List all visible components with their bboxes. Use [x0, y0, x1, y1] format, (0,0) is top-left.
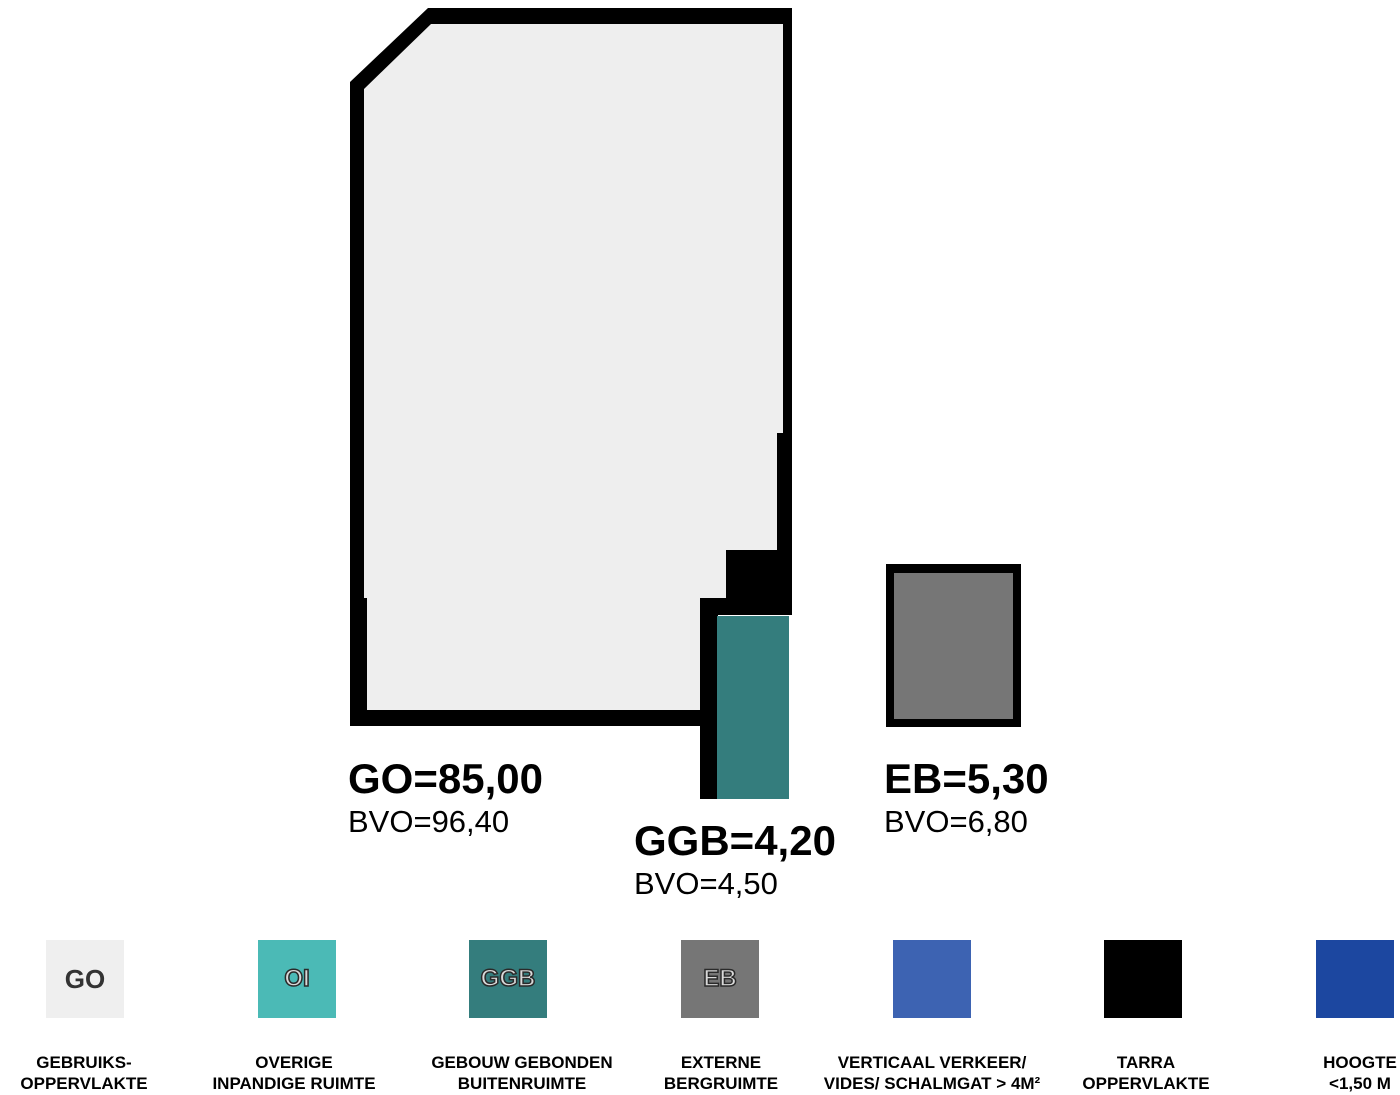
go-area-label: GO=85,00 BVO=96,40 [348, 755, 543, 839]
ggb-area-shape [717, 616, 789, 799]
eb-area-label: EB=5,30 BVO=6,80 [884, 755, 1049, 839]
eb-bvo-value: BVO=6,80 [884, 804, 1028, 839]
legend-swatch-oi: OI [258, 940, 336, 1018]
legend-swatch-ggb: GGB [469, 940, 547, 1018]
legend-swatch-tarra [1104, 940, 1182, 1018]
ggb-bvo-value: BVO=4,50 [634, 866, 778, 901]
ggb-wall [700, 598, 718, 799]
ggb-area-value: GGB=4,20 [634, 817, 836, 864]
go-area-value: GO=85,00 [348, 755, 543, 802]
ggb-area-label: GGB=4,20 BVO=4,50 [634, 817, 836, 901]
legend-swatch-eb: EB [681, 940, 759, 1018]
eb-floor-fill [894, 573, 1013, 719]
eb-area-value: EB=5,30 [884, 755, 1049, 802]
legend-label-verticaal-verkeer: VERTICAAL VERKEER/ VIDES/ SCHALMGAT > 4M… [823, 1053, 1041, 1093]
legend-label-eb: EXTERNE BERGRUIMTE [663, 1053, 779, 1093]
legend-swatch-verticaal-verkeer [893, 940, 971, 1018]
legend-label-hoogte: HOOGTE <1,50 M [1323, 1053, 1397, 1093]
legend-label-oi: OVERIGE INPANDIGE RUIMTE [212, 1053, 376, 1093]
legend-label-tarra: TARRA OPPERVLAKTE [1082, 1053, 1210, 1093]
legend-swatch-hoogte [1316, 940, 1394, 1018]
legend-label-ggb: GEBOUW GEBONDEN BUITENRUIMTE [431, 1053, 613, 1093]
legend-label-go: GEBRUIKS- OPPERVLAKTE [20, 1053, 148, 1093]
go-floor-fill [364, 24, 783, 710]
go-bvo-value: BVO=96,40 [348, 804, 510, 839]
legend-swatch-go: GO [46, 940, 124, 1018]
